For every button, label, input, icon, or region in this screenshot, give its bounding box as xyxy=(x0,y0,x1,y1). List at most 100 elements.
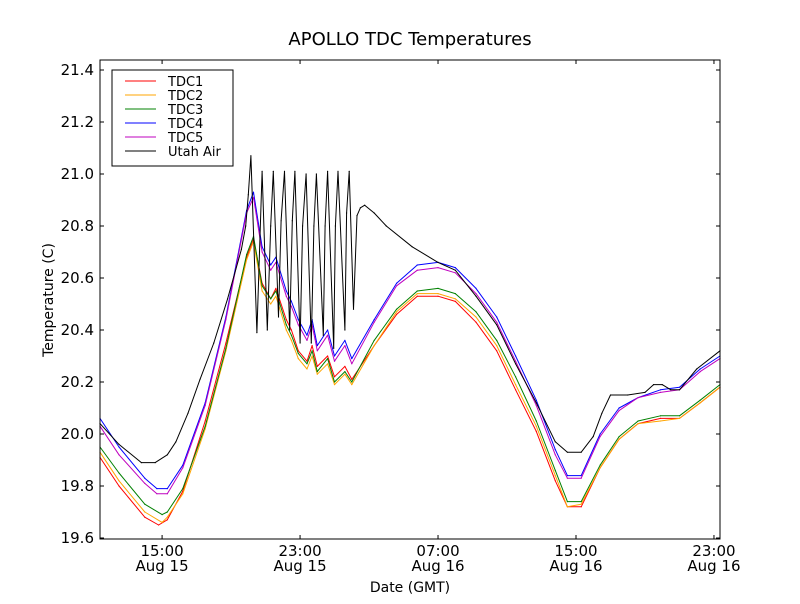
data-point xyxy=(240,248,242,250)
data-point xyxy=(270,269,272,271)
data-point xyxy=(535,404,537,406)
data-point xyxy=(227,298,229,300)
data-point xyxy=(515,389,517,391)
data-point xyxy=(166,493,168,495)
data-point xyxy=(599,464,601,466)
y-tick-label: 20.4 xyxy=(61,321,94,339)
data-point xyxy=(535,402,537,404)
data-point xyxy=(182,493,184,495)
data-point xyxy=(245,225,247,227)
data-point xyxy=(316,371,318,373)
data-point xyxy=(250,155,252,157)
data-point xyxy=(385,225,387,227)
data-point xyxy=(475,316,477,318)
legend-label: TDC4 xyxy=(167,117,203,132)
data-point xyxy=(454,298,456,300)
data-point xyxy=(359,207,361,209)
data-point xyxy=(515,360,517,362)
data-point xyxy=(313,225,315,227)
data-point xyxy=(270,264,272,266)
data-point xyxy=(333,360,336,362)
data-point xyxy=(280,220,282,222)
data-point xyxy=(166,511,168,513)
data-point xyxy=(118,454,120,456)
data-point xyxy=(333,347,335,349)
data-point xyxy=(166,516,168,518)
data-point xyxy=(618,436,620,438)
data-point xyxy=(334,225,336,227)
data-point xyxy=(297,352,299,354)
data-point xyxy=(661,384,663,386)
data-point xyxy=(352,308,355,310)
plot-frame xyxy=(99,59,721,540)
data-point xyxy=(166,454,168,456)
y-axis-label: Temperature (C) xyxy=(41,243,57,358)
data-point xyxy=(396,282,398,284)
data-point xyxy=(554,441,556,443)
data-point xyxy=(315,173,317,175)
data-point xyxy=(566,506,569,508)
data-point xyxy=(580,477,582,479)
data-point xyxy=(118,485,120,487)
data-point xyxy=(515,376,517,378)
data-point xyxy=(297,350,299,352)
data-point xyxy=(699,371,701,373)
data-point xyxy=(187,412,189,414)
data-point xyxy=(310,342,312,344)
data-point xyxy=(261,251,263,253)
data-point xyxy=(351,358,353,360)
data-point xyxy=(699,402,701,404)
data-point xyxy=(496,350,498,352)
data-point xyxy=(351,381,353,383)
data-point xyxy=(416,293,418,295)
data-point xyxy=(199,378,201,380)
data-point xyxy=(299,342,301,344)
data-point xyxy=(475,295,477,297)
data-point xyxy=(554,454,556,456)
data-point xyxy=(246,254,248,256)
data-point xyxy=(337,170,339,172)
data-point xyxy=(154,462,156,464)
data-point xyxy=(161,514,163,516)
x-tick-label-time: 15:00 xyxy=(140,542,183,560)
data-point xyxy=(678,386,681,388)
y-tick-label: 20.6 xyxy=(61,269,94,287)
data-point xyxy=(204,420,206,422)
data-point xyxy=(275,287,277,289)
data-point xyxy=(256,332,258,334)
data-point xyxy=(327,334,329,336)
data-point xyxy=(659,417,662,419)
data-point xyxy=(416,290,418,292)
data-point xyxy=(454,300,456,302)
x-tick-label-time: 15:00 xyxy=(554,542,597,560)
data-point xyxy=(290,339,292,341)
data-point xyxy=(535,399,537,401)
data-point xyxy=(225,319,227,321)
data-point xyxy=(266,329,268,331)
data-point xyxy=(653,384,655,386)
data-point xyxy=(637,420,639,422)
data-point xyxy=(247,194,249,196)
data-point xyxy=(261,285,263,287)
data-point xyxy=(566,451,569,453)
y-tick-label: 19.8 xyxy=(61,477,94,495)
data-point xyxy=(535,430,537,432)
data-point xyxy=(144,511,146,513)
data-point xyxy=(396,311,398,313)
data-point xyxy=(580,451,582,453)
data-point xyxy=(252,191,255,193)
data-point xyxy=(356,215,358,217)
data-point xyxy=(327,363,329,365)
data-point xyxy=(118,443,120,445)
data-point xyxy=(396,285,398,287)
x-tick-label-time: 07:00 xyxy=(416,542,459,560)
y-tick-label: 20.2 xyxy=(61,373,94,391)
data-point xyxy=(475,311,477,313)
data-point xyxy=(311,350,313,352)
data-point xyxy=(290,306,292,308)
data-point xyxy=(306,363,308,365)
data-point xyxy=(580,503,582,505)
data-point xyxy=(144,477,146,479)
